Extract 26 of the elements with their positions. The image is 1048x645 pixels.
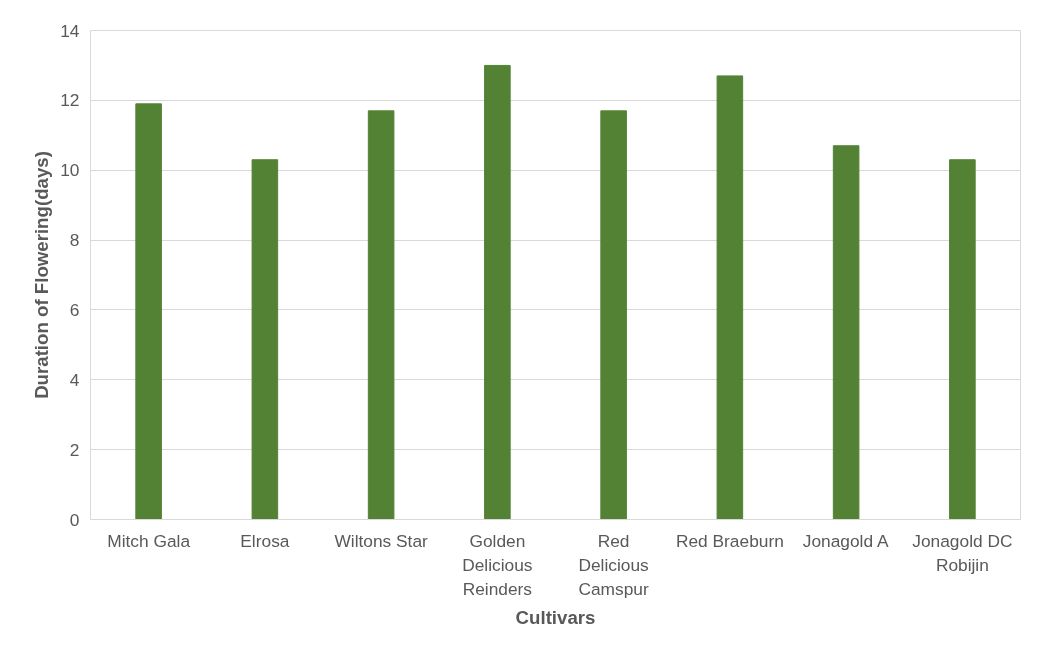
bar — [832, 145, 860, 520]
y-tick-label: 8 — [69, 230, 80, 251]
x-tick-label: Elrosa — [240, 530, 290, 551]
y-tick-label: 0 — [69, 509, 80, 530]
x-tick-label: Red Delicious Camspur — [578, 530, 650, 599]
y-tick-label: 2 — [69, 439, 80, 460]
x-tick-label: Golden Delicious Reinders — [462, 530, 533, 599]
y-tick-label: 4 — [69, 369, 80, 390]
y-tick-label: 12 — [60, 90, 80, 111]
x-axis-title: Cultivars — [515, 606, 596, 628]
x-tick-label: Wiltons Star — [334, 530, 429, 551]
x-tick-label: Jonagold A — [802, 530, 889, 551]
y-tick-label: 10 — [60, 160, 80, 181]
bar — [251, 159, 279, 520]
bar — [367, 110, 395, 520]
bar — [135, 103, 162, 520]
bar — [600, 110, 627, 520]
bar — [716, 75, 744, 520]
y-tick-label: 6 — [69, 299, 80, 320]
x-tick-label: Jonagold DC Robijin — [912, 530, 1013, 575]
x-tick-label: Red Braeburn — [675, 530, 784, 551]
y-tick-label: 14 — [60, 20, 80, 41]
x-tick-label: Mitch Gala — [107, 530, 191, 551]
y-axis-title: Duration of Flowering(days) — [31, 151, 53, 399]
bar — [949, 159, 976, 520]
bar — [484, 64, 511, 520]
